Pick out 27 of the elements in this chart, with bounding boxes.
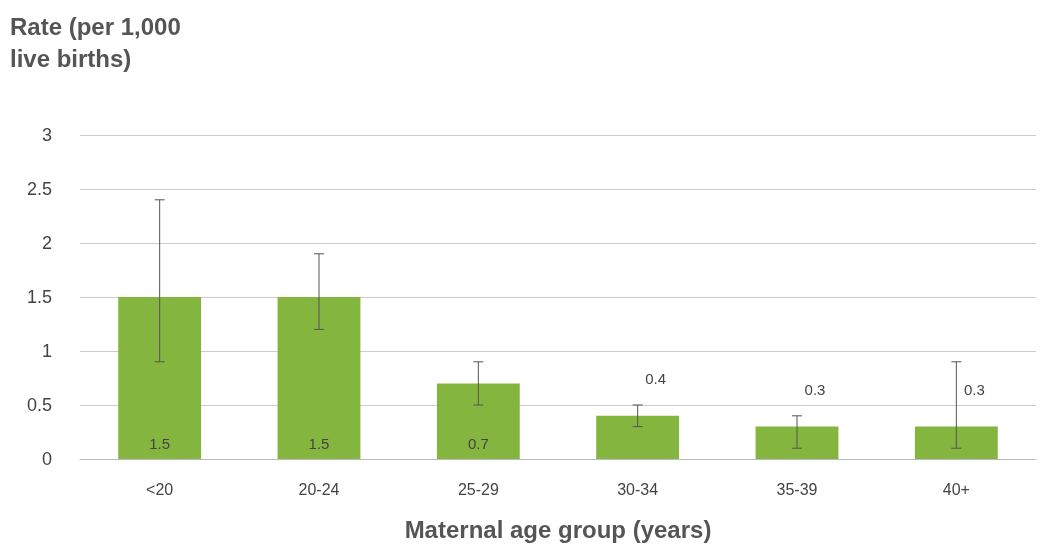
data-label: 0.7 [467,435,489,452]
y-tick-label: 3 [41,125,52,145]
x-tick-label: 20-24 [298,480,340,498]
data-label: 0.3 [963,380,985,398]
data-label: 1.5 [149,435,171,452]
y-axis-title: Rate (per 1,000 live births) [10,12,188,72]
data-label: 0.4 [645,369,667,387]
x-tick-label: <20 [146,480,174,498]
y-tick-label: 1 [41,341,52,361]
y-tick-label: 2.5 [26,179,52,199]
y-tick-label: 1.5 [26,287,52,307]
x-tick-label: 25-29 [457,480,499,498]
x-tick-label: 40+ [942,480,970,498]
bar [596,415,680,459]
x-tick-label: 35-39 [776,480,818,498]
y-tick-label: 2 [41,233,52,253]
x-axis-title: Maternal age group (years) [404,515,712,543]
y-tick-label: 0 [41,449,52,469]
bar [436,383,520,459]
data-label: 0.3 [804,380,826,398]
data-label: 1.5 [308,435,330,452]
x-tick-label: 30-34 [617,480,659,498]
bar [277,297,361,459]
bar [755,426,839,459]
y-tick-label: 0.5 [26,395,52,415]
bar [118,297,202,459]
bar [914,426,998,459]
